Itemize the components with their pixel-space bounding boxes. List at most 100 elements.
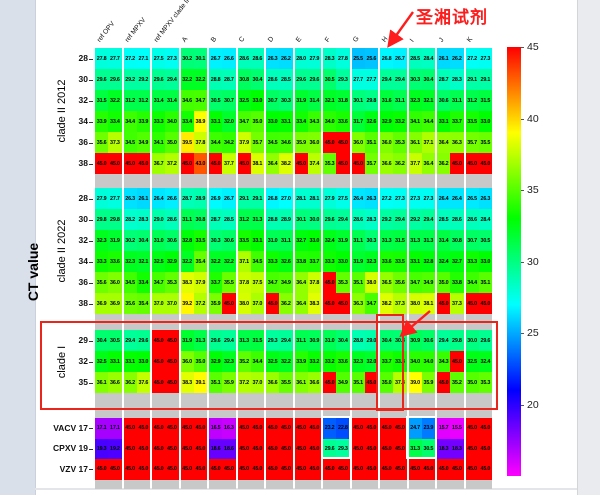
heatmap-cell: 30.5 (209, 90, 223, 111)
y-axis-title: CT value (25, 242, 41, 302)
heatmap-group: 26.7 26.6 (209, 48, 236, 69)
heatmap-cell: 34.4 (465, 272, 479, 293)
heatmap-cell: 32.4 (437, 251, 451, 272)
heatmap-cell: 30.4 (136, 230, 150, 251)
heatmap-group: 45.0 37.4 (294, 153, 321, 174)
heatmap-cell: 35.3 (478, 372, 492, 393)
column-i-highlight-box (406, 416, 437, 459)
row-label: 28 (78, 53, 88, 63)
heatmap-group: 30.7 30.5 (465, 230, 492, 251)
heatmap-cell: 30.1 (294, 209, 308, 230)
heatmap-group: 37.7 36.4 (408, 153, 435, 174)
heatmap-group: 38.3 37.9 (180, 272, 207, 293)
heatmap-group: 34.5 33.4 (123, 272, 150, 293)
heatmap-group: 36.2 37.6 (123, 372, 150, 393)
heatmap-group: 30.5 29.3 (323, 69, 350, 90)
heatmap-cell: 32.8 (180, 230, 194, 251)
heatmap-group: 29.2 29.4 (408, 209, 435, 230)
heatmap-cell: 45.0 (478, 459, 492, 480)
heatmap-cell: 35.1 (364, 132, 378, 153)
heatmap-group: 29.1 29.1 (465, 69, 492, 90)
row-tick-mark (89, 198, 93, 200)
heatmap-group: 32.5 32.9 (152, 251, 179, 272)
heatmap-group: 32.7 33.0 (294, 230, 321, 251)
heatmap-row: 29.8 29.8 28.2 28.3 29.0 28.6 31.1 30.8 28.7 28.5… (95, 209, 492, 230)
heatmap-cell: 33.1 (108, 351, 122, 372)
heatmap-group: 31.9 31.3 (180, 330, 207, 351)
heatmap-row: 32.5 33.1 33.1 33.0 45.0 45.0 36.0 35.0 32.9 32.3… (95, 351, 492, 372)
heatmap-group: 45.0 45.0 (351, 459, 378, 480)
heatmap-group: 45.0 45.0 (209, 459, 236, 480)
heatmap-cell: 33.6 (108, 251, 122, 272)
heatmap-group: 28.1 28.1 (294, 188, 321, 209)
heatmap-cell: 35.3 (165, 272, 179, 293)
separator-cell (152, 174, 179, 188)
heatmap-group: 30.7 30.3 (266, 90, 293, 111)
heatmap-cell: 27.3 (421, 188, 435, 209)
heatmap-cell: 26.3 (266, 48, 280, 69)
heatmap-group: 32.4 32.7 (437, 251, 464, 272)
heatmap-cell: 27.9 (95, 188, 109, 209)
row-label: 38 (78, 158, 88, 168)
heatmap-cell: 34.6 (279, 132, 293, 153)
heatmap-group: 28.6 28.3 (351, 209, 378, 230)
heatmap-cell: 45.0 (364, 438, 378, 459)
heatmap-cell: 45.0 (95, 153, 109, 174)
heatmap-cell: 36.2 (279, 293, 293, 314)
heatmap-group: 33.4 38.9 (180, 111, 207, 132)
heatmap-cell: 32.9 (209, 351, 223, 372)
heatmap-group: 28.0 27.9 (294, 48, 321, 69)
heatmap-row: 35.6 36.0 34.5 33.4 34.7 35.3 38.3 37.9 33.7 35.5… (95, 272, 492, 293)
section-label: clade II 2022 (56, 219, 68, 283)
section-separator (95, 174, 492, 188)
separator-cell (209, 479, 236, 489)
heatmap-row: 35.6 37.3 34.5 34.9 34.1 35.0 39.5 37.8 34.4 34.2… (95, 132, 492, 153)
heatmap-group: 32.2 32.2 (180, 69, 207, 90)
heatmap-cell: 28.2 (123, 209, 137, 230)
heatmap-cell: 45.0 (136, 418, 150, 439)
heatmap-cell: 30.4 (95, 330, 109, 351)
page-bottom-edge (35, 488, 577, 490)
heatmap-cell: 34.5 (250, 251, 264, 272)
heatmap-cell: 45.0 (323, 272, 337, 293)
heatmap-group: 33.1 33.7 (437, 111, 464, 132)
heatmap-group: 35.1 35.9 (209, 372, 236, 393)
heatmap-row: 19.3 19.2 45.0 45.0 45.0 45.0 45.0 45.0 18.6 18.6… (95, 438, 492, 459)
heatmap-cell: 35.0 (165, 132, 179, 153)
heatmap-cell: 35.9 (222, 372, 236, 393)
heatmap-group: 29.1 29.1 (237, 188, 264, 209)
heatmap-cell: 45.0 (165, 438, 179, 459)
row-label: 36 (78, 137, 88, 147)
heatmap-cell: 36.6 (307, 372, 321, 393)
heatmap-cell: 31.3 (408, 438, 422, 459)
heatmap-cell: 34.7 (193, 90, 207, 111)
separator-cell (294, 393, 321, 418)
heatmap-group: 31.1 30.8 (180, 209, 207, 230)
heatmap-group: 35.6 35.4 (123, 293, 150, 314)
heatmap-group: 29.6 29.6 (95, 69, 122, 90)
heatmap-cell: 45.0 (307, 459, 321, 480)
heatmap-cell: 45.0 (450, 459, 464, 480)
row-label: 34 (78, 256, 88, 266)
heatmap-cell: 45.0 (437, 459, 451, 480)
heatmap-group: 34.7 35.3 (152, 272, 179, 293)
heatmap-group: 45.0 45.0 (266, 459, 293, 480)
heatmap-cell: 45.0 (294, 153, 308, 174)
heatmap-cell: 45.0 (165, 372, 179, 393)
heatmap-group: 29.6 29.6 (294, 69, 321, 90)
separator-cell (237, 393, 264, 418)
heatmap-cell: 29.1 (237, 188, 251, 209)
separator-cell (408, 393, 435, 418)
heatmap-row: 33.9 33.4 34.4 33.9 33.3 34.0 33.4 38.9 33.1 32.0… (95, 111, 492, 132)
heatmap-group: 34.1 34.4 (408, 111, 435, 132)
heatmap-group: 34.0 33.6 (323, 111, 350, 132)
heatmap-cell: 35.4 (193, 251, 207, 272)
heatmap-cell: 30.3 (209, 230, 223, 251)
row-label: 32 (78, 356, 88, 366)
heatmap-group: 45.0 45.0 (266, 418, 293, 439)
heatmap-cell: 45.0 (250, 438, 264, 459)
heatmap-group: 36.0 35.1 (351, 132, 378, 153)
heatmap-group: 31.3 31.5 (380, 230, 407, 251)
row-tick-mark (89, 58, 93, 60)
heatmap-group: 32.5 32.2 (266, 351, 293, 372)
